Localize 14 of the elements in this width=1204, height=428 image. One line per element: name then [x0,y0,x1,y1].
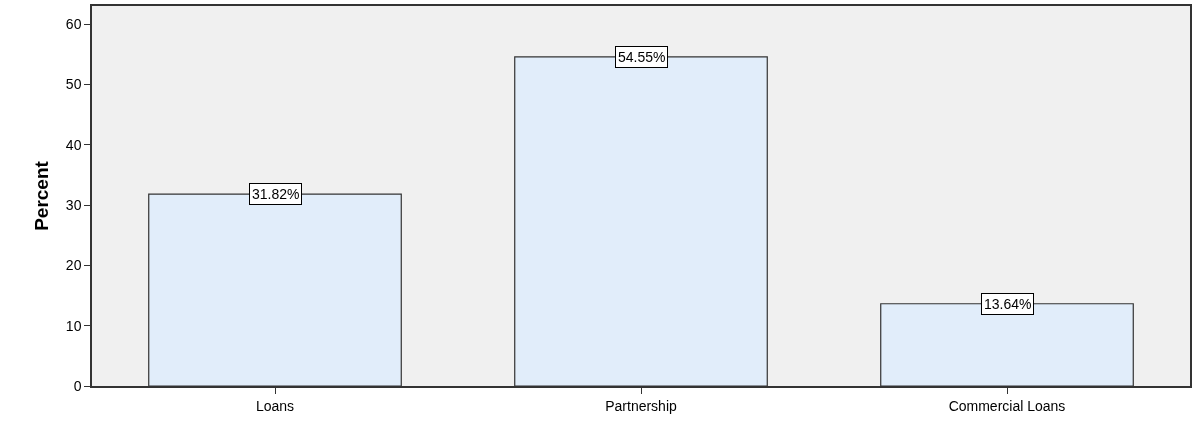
y-tick-label: 50 [65,76,82,93]
y-tick-label: 60 [65,16,82,32]
x-tick-label: Loans [255,397,295,414]
data-label: 13.64% [984,296,1032,312]
data-label: 54.55% [618,49,666,65]
y-tick-label: 0 [73,377,82,394]
data-label: 31.82% [252,186,300,202]
y-tick-label: 30 [65,196,82,213]
y-axis-title: Percent [31,160,53,231]
y-tick-label: 10 [65,317,82,334]
x-tick-label: Partnership [605,397,678,414]
x-tick-label: Commercial Loans [948,397,1066,414]
y-tick-label: 20 [65,257,82,274]
y-tick-label: 40 [65,136,82,153]
